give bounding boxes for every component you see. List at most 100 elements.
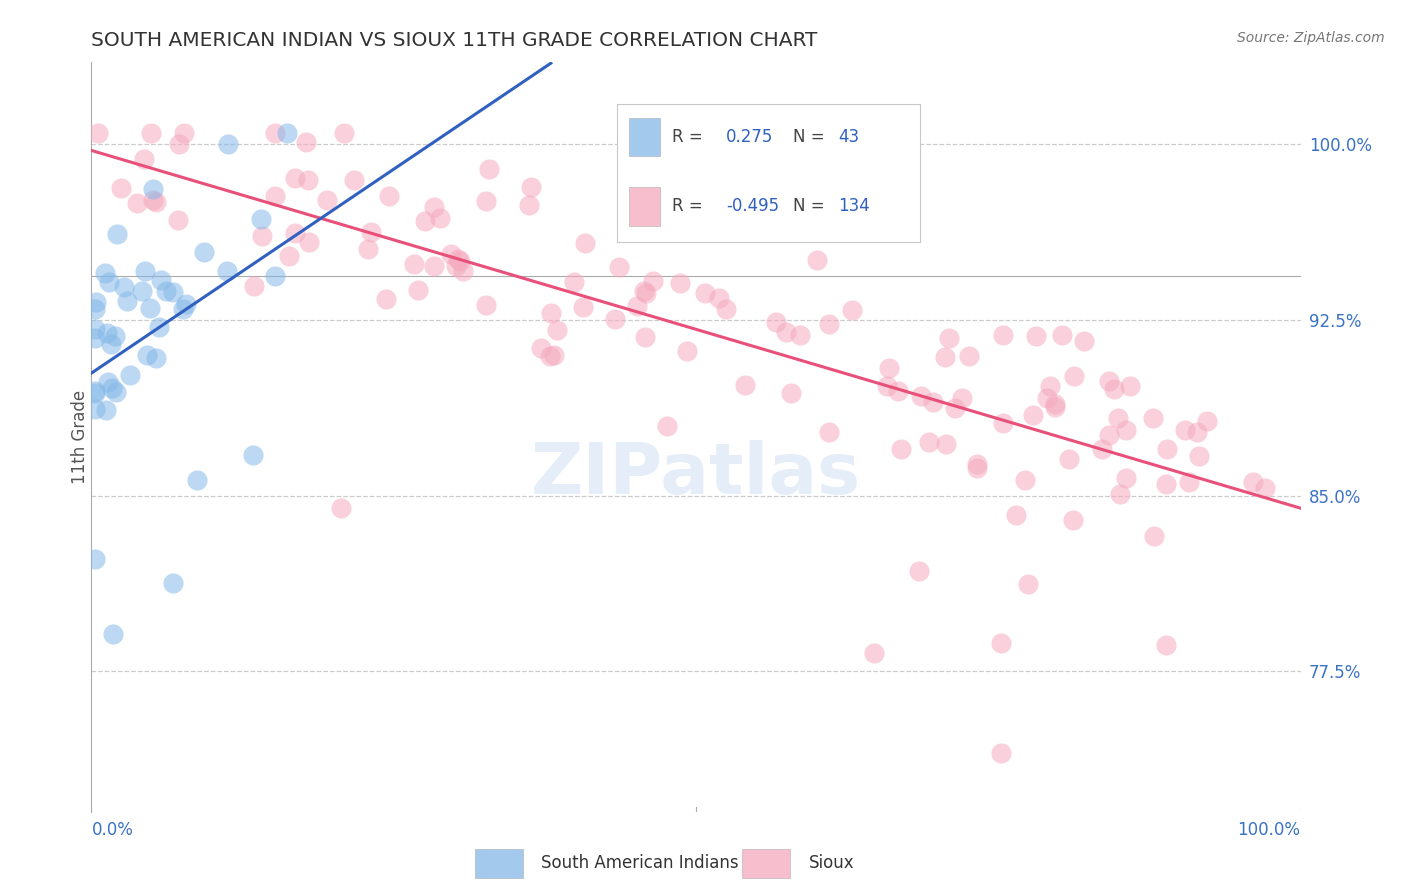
Point (100, 336, 122, 351)
Text: 100.0%: 100.0% (1237, 821, 1301, 839)
Point (1098, 427, 1121, 442)
Point (162, 576, 184, 591)
Point (125, 195, 148, 210)
Point (572, 300, 595, 314)
Text: South American Indians: South American Indians (541, 855, 740, 872)
Point (84, 295, 107, 310)
Text: Source: ZipAtlas.com: Source: ZipAtlas.com (1237, 31, 1385, 45)
Point (693, 285, 716, 300)
Text: 0.0%: 0.0% (91, 821, 134, 839)
Point (517, 198, 540, 212)
Point (264, 189, 287, 203)
Point (96, 326, 118, 341)
Point (84, 301, 107, 316)
Point (519, 179, 541, 194)
Point (1017, 577, 1039, 591)
Point (922, 394, 945, 409)
Point (734, 378, 756, 392)
Point (934, 350, 956, 364)
Point (1039, 379, 1062, 393)
Point (817, 318, 839, 332)
Point (276, 126, 298, 140)
Point (863, 646, 886, 660)
Point (879, 360, 901, 375)
Point (360, 225, 382, 239)
Point (440, 246, 463, 260)
Point (101, 381, 124, 395)
Point (1045, 397, 1067, 411)
Point (174, 297, 197, 311)
Point (945, 401, 967, 416)
Point (332, 126, 354, 140)
Point (1115, 471, 1137, 485)
Point (676, 343, 699, 358)
Point (94, 403, 117, 417)
Point (1254, 482, 1277, 496)
Point (284, 226, 307, 240)
Point (84, 402, 107, 417)
Point (626, 299, 648, 313)
Point (298, 235, 321, 249)
Point (991, 416, 1014, 430)
Point (574, 236, 596, 251)
Point (155, 284, 177, 298)
Point (910, 389, 932, 403)
Point (278, 250, 301, 264)
Y-axis label: 11th Grade: 11th Grade (72, 390, 89, 484)
Point (406, 283, 429, 297)
Point (641, 274, 664, 288)
Point (134, 263, 156, 277)
Point (84, 384, 107, 398)
Point (890, 442, 912, 456)
Point (134, 152, 156, 166)
Point (86, 126, 108, 140)
Point (343, 172, 366, 186)
Point (841, 302, 863, 317)
Point (423, 200, 446, 214)
Point (546, 323, 568, 337)
Point (295, 136, 318, 150)
Point (167, 136, 190, 151)
Point (530, 341, 553, 355)
Point (800, 180, 823, 194)
Point (1104, 382, 1126, 396)
Point (142, 193, 165, 207)
Text: ZIPatlas: ZIPatlas (531, 440, 860, 509)
Point (110, 181, 132, 195)
Point (104, 384, 127, 399)
Point (142, 181, 165, 195)
Point (404, 256, 426, 270)
Point (1119, 379, 1142, 393)
Point (1022, 409, 1045, 423)
Point (1035, 391, 1057, 405)
Point (669, 276, 692, 290)
Point (543, 348, 565, 362)
Text: SOUTH AMERICAN INDIAN VS SIOUX 11TH GRADE CORRELATION CHART: SOUTH AMERICAN INDIAN VS SIOUX 11TH GRAD… (91, 30, 818, 50)
Text: Sioux: Sioux (808, 855, 853, 872)
Point (990, 747, 1012, 761)
Point (1154, 639, 1177, 653)
Point (478, 162, 501, 177)
Point (1057, 452, 1080, 467)
Point (1154, 477, 1177, 491)
Point (918, 434, 941, 449)
Point (444, 259, 467, 273)
Point (141, 126, 163, 140)
Point (250, 211, 273, 226)
Point (990, 636, 1012, 650)
Point (297, 173, 319, 187)
Point (475, 194, 498, 208)
Point (84, 551, 107, 566)
Point (84, 385, 107, 400)
Point (138, 301, 160, 316)
Point (538, 349, 561, 363)
Point (700, 224, 723, 238)
Point (131, 284, 153, 298)
Point (991, 328, 1014, 343)
Point (145, 195, 167, 210)
Point (540, 306, 562, 320)
Point (329, 500, 352, 515)
Point (692, 206, 714, 220)
Point (449, 253, 471, 268)
Point (120, 368, 142, 383)
